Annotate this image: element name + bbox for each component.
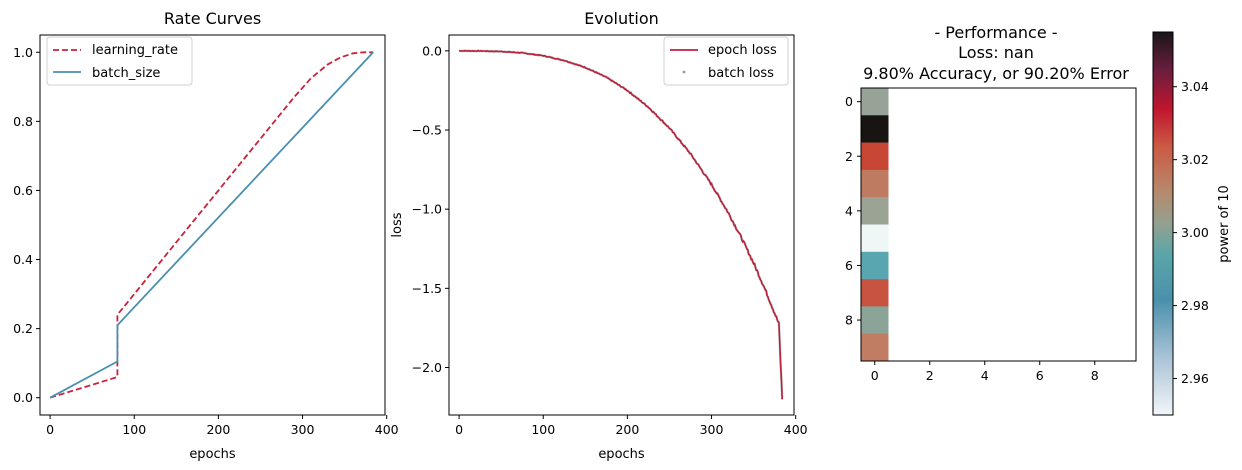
y-tick-label: −1.5 xyxy=(412,281,442,296)
rate-curves-legend: learning_rate batch_size xyxy=(46,36,193,86)
legend-label-batch-size: batch_size xyxy=(92,66,160,81)
rate-curves-chart: Rate Curves 0 100 200 300 400 0.0 0.2 0.4 0.6 0.8… xyxy=(13,9,399,462)
x-tick-label: 200 xyxy=(615,422,639,437)
legend-label-batch-loss: batch loss xyxy=(708,66,774,81)
heatmap-cell xyxy=(861,279,889,307)
x-tick-label: 100 xyxy=(531,422,555,437)
heatmap-x-tick-label: 8 xyxy=(1091,368,1099,383)
y-tick-label: 1.0 xyxy=(13,45,33,60)
x-tick-label: 0 xyxy=(455,422,463,437)
evolution-legend: epoch loss batch loss xyxy=(663,36,789,86)
evolution-xlabel: epochs xyxy=(598,447,645,462)
y-tick-label: 0.2 xyxy=(13,321,33,336)
rate-curves-xlabel: epochs xyxy=(189,447,236,462)
x-tick-label: 100 xyxy=(122,422,146,437)
x-tick-label: 300 xyxy=(291,422,315,437)
series-line-batch-size xyxy=(49,51,374,399)
heatmap-y-tick-label: 2 xyxy=(845,149,853,164)
heatmap-x-tick-label: 4 xyxy=(981,368,989,383)
performance-title-line-2: Loss: nan xyxy=(958,43,1034,62)
heatmap-cell xyxy=(861,197,889,225)
rate-curves-title: Rate Curves xyxy=(164,9,261,28)
heatmap-cell xyxy=(861,306,889,334)
y-tick-label: −2.0 xyxy=(412,360,442,375)
legend-label-epoch-loss: epoch loss xyxy=(708,43,777,58)
heatmap-y-tick-label: 4 xyxy=(845,203,853,218)
heatmap-cell xyxy=(861,115,889,143)
evolution-title: Evolution xyxy=(584,9,659,28)
evolution-ylabel: loss xyxy=(390,212,405,237)
heatmap-y-tick-label: 0 xyxy=(845,94,853,109)
heatmap-cell xyxy=(861,142,889,171)
x-tick-label: 400 xyxy=(784,422,808,437)
heatmap-cell xyxy=(861,333,889,362)
legend-label-learning-rate: learning_rate xyxy=(92,43,178,58)
legend-swatch-batch-loss xyxy=(682,70,686,74)
series-line-epoch-loss xyxy=(459,49,783,400)
x-tick-label: 0 xyxy=(46,422,54,437)
performance-title-line-3: 9.80% Accuracy, or 90.20% Error xyxy=(863,64,1129,83)
heatmap-y-tick-label: 8 xyxy=(845,313,853,328)
rate-curves-axes-frame xyxy=(39,34,386,416)
y-tick-label: −0.5 xyxy=(412,123,442,138)
y-tick-label: 0.4 xyxy=(13,252,33,267)
y-tick-label: 0.0 xyxy=(13,390,33,405)
performance-heatmap: - Performance - Loss: nan 9.80% Accuracy… xyxy=(845,23,1137,383)
heatmap-cell xyxy=(861,169,889,198)
colorbar-tick-label: 3.04 xyxy=(1181,79,1209,94)
colorbar: 2.96 2.98 3.00 3.02 3.04 power of 10 xyxy=(1152,31,1232,416)
heatmap-x-tick-label: 6 xyxy=(1036,368,1044,383)
colorbar-tick-label: 3.00 xyxy=(1181,225,1209,240)
series-line-learning-rate xyxy=(49,51,374,399)
heatmap-y-tick-label: 6 xyxy=(845,258,853,273)
heatmap-cell xyxy=(861,224,889,253)
colorbar-tick-label: 2.98 xyxy=(1181,298,1209,313)
colorbar-label: power of 10 xyxy=(1217,185,1232,263)
y-tick-label: 0.6 xyxy=(13,183,33,198)
heatmap-cell xyxy=(861,251,889,280)
y-tick-label: 0.8 xyxy=(13,114,33,129)
x-tick-label: 200 xyxy=(206,422,230,437)
heatmap-cell xyxy=(861,88,889,116)
y-tick-label: 0.0 xyxy=(422,43,442,58)
x-tick-label: 400 xyxy=(375,422,399,437)
colorbar-tick-label: 3.02 xyxy=(1181,152,1209,167)
heatmap-x-tick-label: 0 xyxy=(871,368,879,383)
colorbar-gradient xyxy=(1152,31,1174,416)
evolution-axes-frame xyxy=(448,34,795,416)
y-tick-label: −1.0 xyxy=(412,202,442,217)
heatmap-x-tick-label: 2 xyxy=(926,368,934,383)
evolution-chart: Evolution 0 100 200 300 400 −2.0 −1.5 −1.0 −0.5 0… xyxy=(390,9,808,462)
colorbar-tick-label: 2.96 xyxy=(1181,371,1209,386)
x-tick-label: 300 xyxy=(700,422,724,437)
performance-title-line-1: - Performance - xyxy=(934,23,1057,42)
heatmap-axes-frame xyxy=(860,87,1137,362)
